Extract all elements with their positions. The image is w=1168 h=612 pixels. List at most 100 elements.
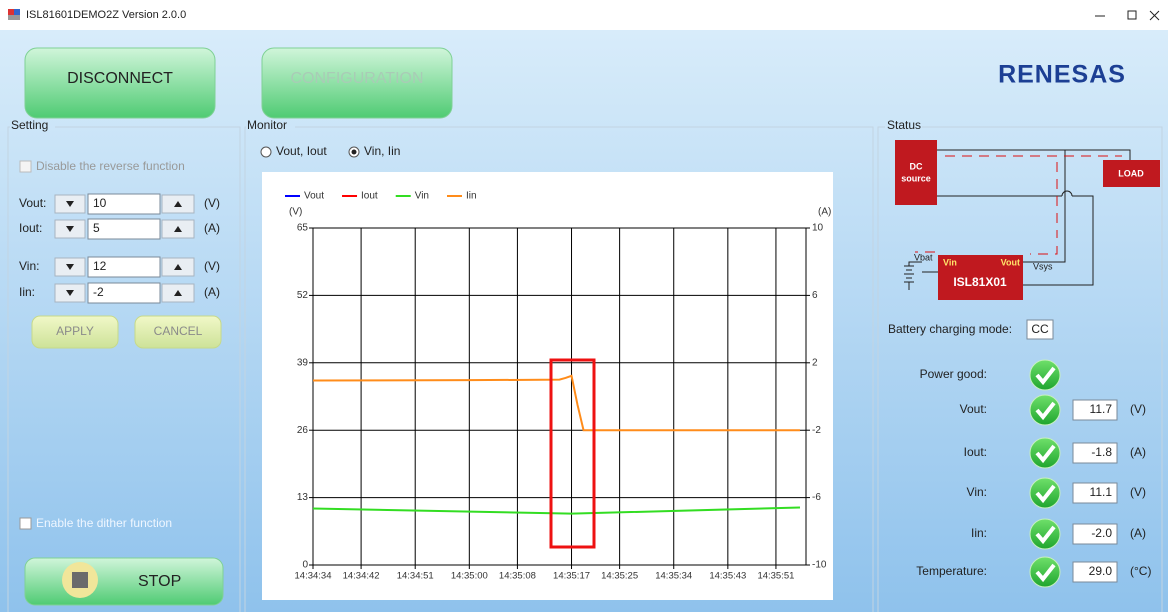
status-unit: (°C) bbox=[1130, 564, 1151, 578]
input-field[interactable] bbox=[87, 282, 161, 304]
x-tick-label: 14:35:00 bbox=[451, 571, 488, 582]
button-label: STOP bbox=[138, 573, 181, 590]
y-tick-label: 65 bbox=[297, 223, 309, 234]
ok-check bbox=[1035, 484, 1056, 504]
y-tick-label: 52 bbox=[297, 290, 309, 301]
input-label: Iout: bbox=[19, 221, 42, 235]
current-arrow bbox=[915, 155, 1122, 255]
ok-icon bbox=[1029, 556, 1061, 588]
close-button[interactable] bbox=[1149, 10, 1160, 21]
circuit-diagram: DC source LOAD ISL81X01 Vin Vout Vsys Vb… bbox=[895, 140, 1160, 300]
ok-check bbox=[1035, 525, 1056, 545]
cancel-button[interactable] bbox=[134, 315, 222, 349]
status-value: -1.8 bbox=[1091, 445, 1112, 459]
group-title: Setting bbox=[11, 118, 48, 132]
app-icon bbox=[8, 9, 14, 15]
status-label: Vout: bbox=[960, 402, 987, 416]
value-box bbox=[1072, 399, 1118, 421]
arrow-down bbox=[66, 226, 74, 232]
diagram-label: Vin bbox=[943, 257, 957, 267]
radio[interactable] bbox=[260, 146, 272, 158]
title-bar bbox=[0, 0, 1168, 30]
app-icon bbox=[14, 9, 20, 15]
arrow-up bbox=[174, 290, 182, 296]
input-unit: (A) bbox=[204, 285, 220, 299]
legend-label: Vout bbox=[304, 191, 324, 202]
checkbox[interactable] bbox=[19, 517, 32, 530]
arrow-down bbox=[66, 290, 74, 296]
setting-group bbox=[7, 126, 241, 612]
maximize-button[interactable] bbox=[1127, 10, 1137, 20]
y2-axis-label: (A) bbox=[818, 207, 831, 218]
checkbox-label: Disable the reverse function bbox=[36, 159, 185, 173]
app-icon bbox=[8, 15, 20, 20]
status-label: Iin: bbox=[971, 526, 987, 540]
radio-dot bbox=[351, 149, 357, 155]
arrow-down bbox=[66, 201, 74, 207]
value-box bbox=[1072, 482, 1118, 504]
ok-check bbox=[1035, 401, 1056, 421]
x-tick-label: 14:35:43 bbox=[709, 571, 746, 582]
diagram-label: Vout bbox=[1001, 257, 1020, 267]
ok-icon bbox=[1029, 359, 1061, 391]
mode-value: CC bbox=[1031, 322, 1049, 336]
input-unit: (V) bbox=[204, 259, 220, 273]
ok-icon bbox=[1029, 477, 1061, 509]
legend-label: Iin bbox=[466, 191, 477, 202]
status-unit: (V) bbox=[1130, 402, 1146, 416]
radio-label: Vout, Iout bbox=[276, 144, 327, 158]
y2-tick-label: 10 bbox=[812, 223, 824, 234]
input-unit: (A) bbox=[204, 221, 220, 235]
y-tick-label: 0 bbox=[302, 560, 308, 571]
x-tick-label: 14:34:42 bbox=[343, 571, 380, 582]
status-label: Iout: bbox=[964, 445, 987, 459]
x-tick-label: 14:34:34 bbox=[295, 571, 332, 582]
button-label: CANCEL bbox=[154, 324, 203, 338]
diagram-label: Vbat bbox=[914, 252, 933, 262]
input-field[interactable] bbox=[87, 256, 161, 278]
legend-label: Vin bbox=[415, 191, 429, 202]
input-label: Iin: bbox=[19, 285, 35, 299]
diagram-label: DC bbox=[910, 161, 923, 171]
logo: RENESAS bbox=[998, 61, 1126, 89]
wire bbox=[922, 149, 1131, 286]
input-field[interactable] bbox=[87, 193, 161, 215]
ok-icon bbox=[1029, 518, 1061, 550]
input-unit: (V) bbox=[204, 196, 220, 210]
status-label: Temperature: bbox=[916, 564, 987, 578]
arrow-up bbox=[174, 201, 182, 207]
button-label: DISCONNECT bbox=[67, 70, 173, 87]
y-tick-label: 13 bbox=[297, 492, 309, 503]
y2-tick-label: -10 bbox=[812, 560, 827, 571]
status-value: 29.0 bbox=[1089, 564, 1113, 578]
wire bbox=[1061, 190, 1073, 197]
chart-area bbox=[262, 172, 833, 600]
radio-label: Vin, Iin bbox=[364, 144, 400, 158]
input-field[interactable] bbox=[87, 218, 161, 240]
battery-symbol bbox=[904, 261, 922, 290]
status-unit: (A) bbox=[1130, 526, 1146, 540]
status-value: -2.0 bbox=[1091, 526, 1112, 540]
value-box bbox=[1072, 442, 1118, 464]
stop-button[interactable] bbox=[24, 557, 224, 606]
legend-label: Iout bbox=[361, 191, 378, 202]
y-tick-label: 26 bbox=[297, 425, 309, 436]
diagram-label: Vsys bbox=[1033, 261, 1053, 271]
monitor-group bbox=[244, 126, 874, 612]
configuration-button[interactable] bbox=[261, 47, 453, 119]
x-tick-label: 14:35:17 bbox=[553, 571, 590, 582]
apply-button[interactable] bbox=[31, 315, 119, 349]
diagram-label: ISL81X01 bbox=[953, 275, 1007, 289]
checkbox-label: Enable the dither function bbox=[36, 516, 172, 530]
mode-box bbox=[1026, 319, 1054, 340]
arrow-down bbox=[66, 264, 74, 270]
input-value: 5 bbox=[93, 221, 100, 235]
group-title: Status bbox=[887, 118, 921, 132]
input-value: 10 bbox=[93, 196, 107, 210]
mode-label: Battery charging mode: bbox=[888, 322, 1012, 336]
checkbox[interactable] bbox=[19, 160, 32, 173]
x-tick-label: 14:35:34 bbox=[655, 571, 692, 582]
diagram-label: source bbox=[901, 173, 931, 183]
disconnect-button[interactable] bbox=[24, 47, 216, 119]
